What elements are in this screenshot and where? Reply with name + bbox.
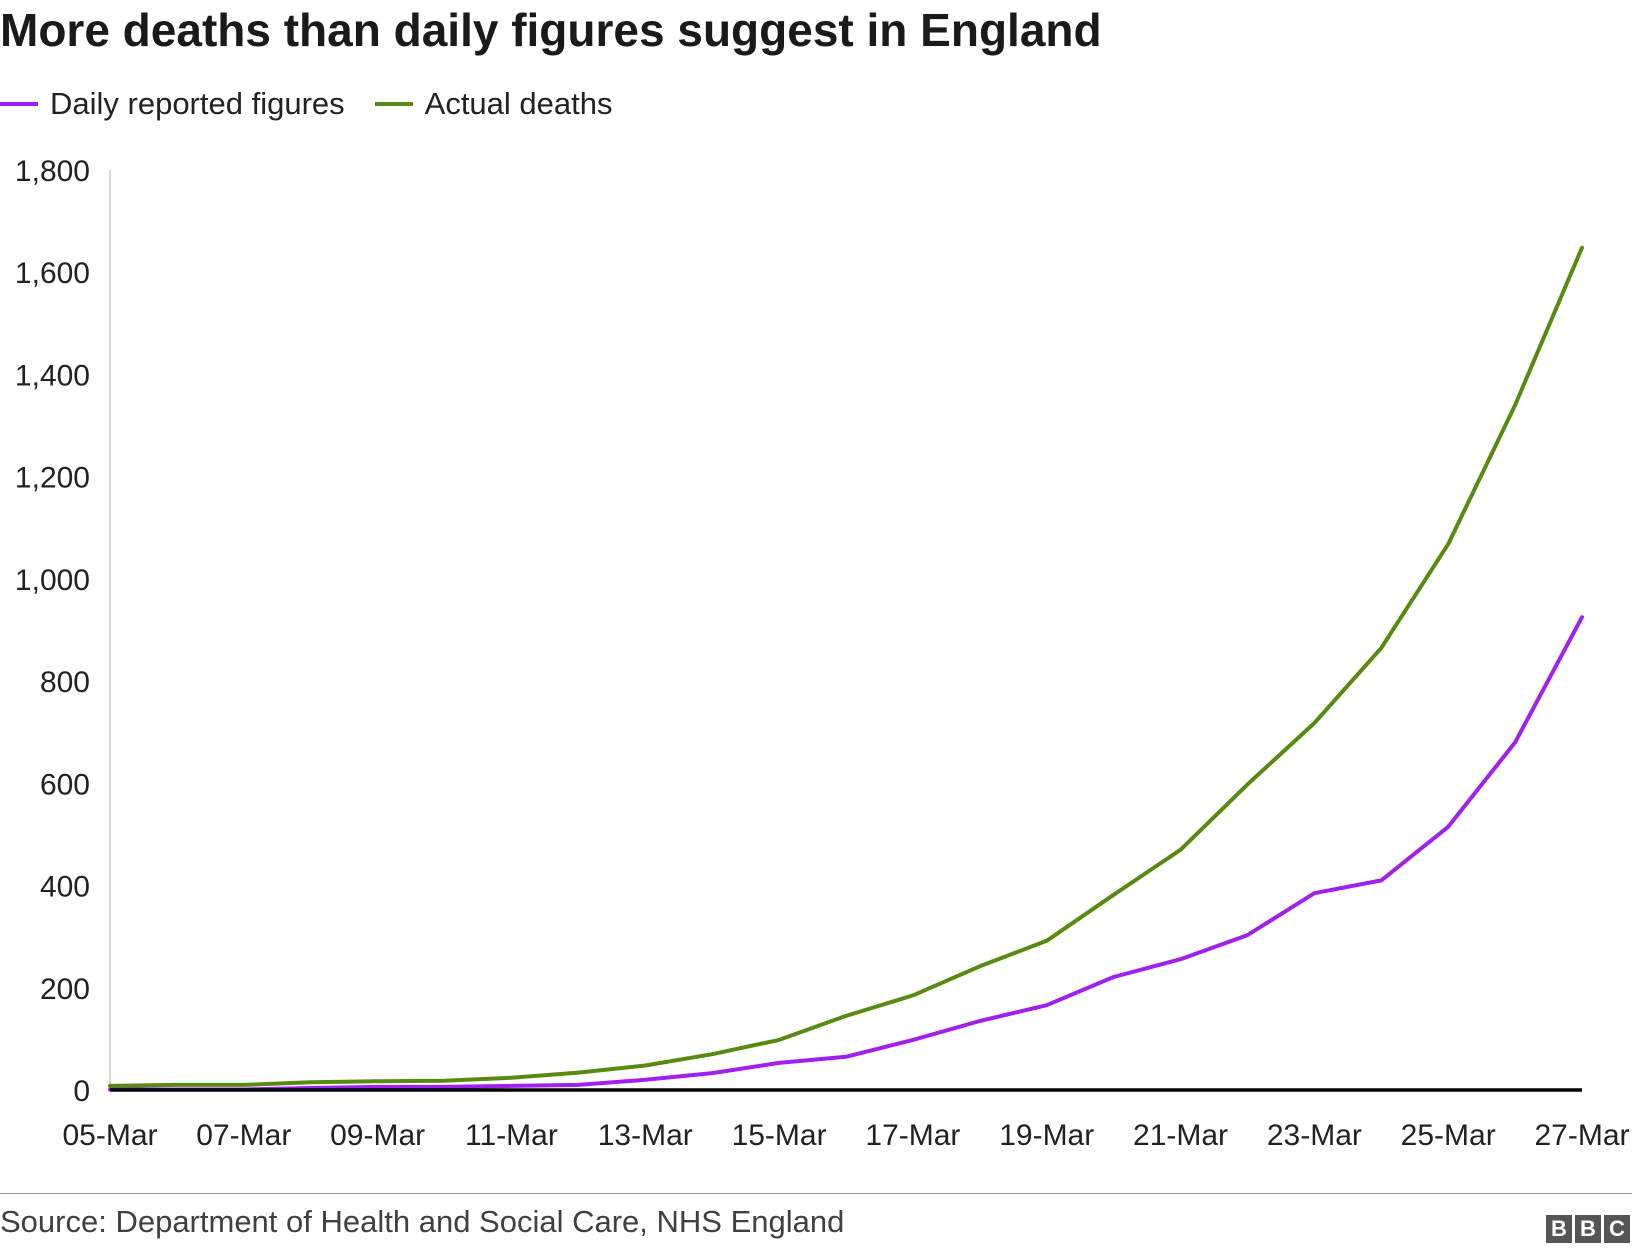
y-tick-label: 1,200	[15, 462, 90, 495]
x-tick-label: 21-Mar	[1133, 1119, 1228, 1152]
y-tick-label: 1,600	[15, 257, 90, 290]
y-tick-label: 800	[40, 666, 90, 699]
x-tick-label: 23-Mar	[1267, 1119, 1362, 1152]
series-line-daily-reported	[110, 617, 1582, 1089]
logo-letter: C	[1604, 1215, 1630, 1243]
x-tick-label: 15-Mar	[732, 1119, 827, 1152]
x-tick-label: 05-Mar	[62, 1119, 157, 1152]
x-tick-label: 25-Mar	[1401, 1119, 1496, 1152]
y-tick-label: 600	[40, 768, 90, 801]
x-tick-label: 11-Mar	[465, 1119, 558, 1152]
x-tick-label: 13-Mar	[598, 1119, 693, 1152]
y-tick-label: 1,000	[15, 564, 90, 597]
source-note: Source: Department of Health and Social …	[0, 1202, 844, 1242]
x-tick-label: 27-Mar	[1534, 1119, 1629, 1152]
y-tick-label: 200	[40, 973, 90, 1006]
x-tick-label: 17-Mar	[865, 1119, 960, 1152]
bbc-logo: B B C	[1546, 1215, 1630, 1243]
y-tick-label: 1,400	[15, 359, 90, 392]
y-tick-label: 1,800	[15, 155, 90, 188]
x-tick-label: 19-Mar	[999, 1119, 1094, 1152]
x-tick-label: 09-Mar	[330, 1119, 425, 1152]
y-tick-label: 400	[40, 871, 90, 904]
footer-divider	[0, 1193, 1632, 1194]
series-line-actual-deaths	[110, 248, 1582, 1086]
logo-letter: B	[1575, 1215, 1601, 1243]
line-chart: 0 200 400 600 800 1,000 1,200 1,400 1,600 1,800 05…	[0, 0, 1632, 1190]
y-tick-label: 0	[73, 1075, 90, 1108]
x-tick-label: 07-Mar	[196, 1119, 291, 1152]
logo-letter: B	[1546, 1215, 1572, 1243]
